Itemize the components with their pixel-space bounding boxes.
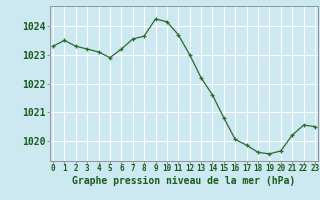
X-axis label: Graphe pression niveau de la mer (hPa): Graphe pression niveau de la mer (hPa) bbox=[72, 176, 296, 186]
